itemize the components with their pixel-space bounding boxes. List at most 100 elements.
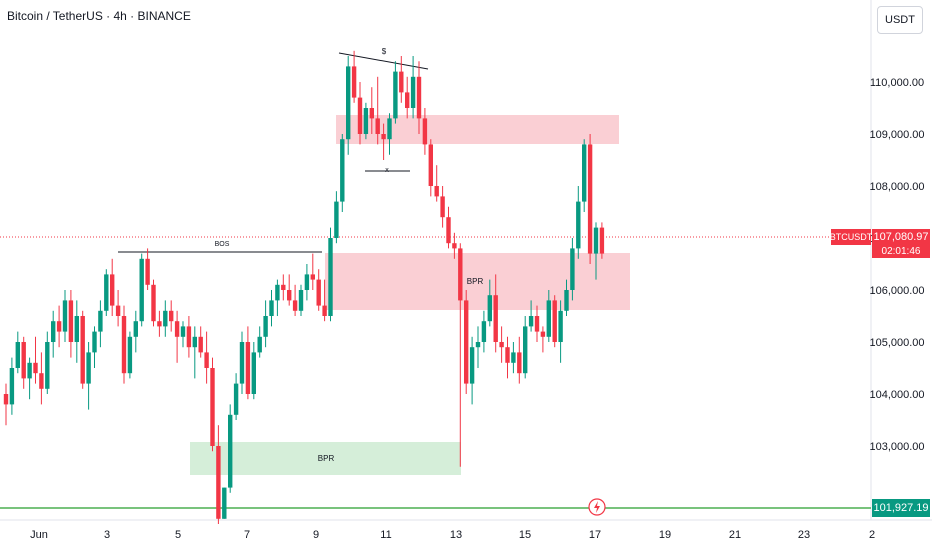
candle-body [68, 300, 74, 342]
candle-body [27, 362, 32, 379]
price-tick-label: 103,000.00 [869, 441, 924, 453]
candle-body [121, 316, 127, 374]
candle-body [346, 66, 351, 140]
time-tick-label: 11 [380, 529, 391, 541]
candle-body [517, 352, 522, 374]
candle-body [169, 310, 174, 322]
candle-body [440, 196, 445, 218]
candle-body [9, 368, 15, 405]
candle-body [558, 310, 563, 342]
candle-body [582, 144, 587, 202]
candle-body [523, 326, 528, 374]
candle-body [351, 66, 357, 98]
candle-body [564, 290, 569, 311]
chart-title: Bitcoin / TetherUS · 4h · BINANCE [7, 9, 191, 23]
time-tick-label: 3 [104, 529, 110, 541]
candle-body [115, 305, 121, 316]
candle-body [216, 446, 221, 519]
candle-body [328, 238, 333, 316]
time-tick-label: Jun [30, 529, 48, 541]
candle-body [245, 342, 251, 394]
candle-body [233, 383, 239, 415]
candle-body [340, 139, 345, 202]
time-axis: Jun 3 5 7 9 11 13 15 17 19 21 23 2 [30, 529, 875, 541]
symbol-tag: BTCUSDT [830, 229, 872, 245]
candle-body [3, 394, 9, 405]
candle-body [570, 248, 575, 290]
candle-body [228, 414, 233, 488]
candle-body [304, 274, 310, 290]
candle-body [287, 290, 292, 301]
candle-body [251, 352, 256, 394]
candle-body [416, 76, 422, 119]
candle-body [464, 300, 469, 384]
candle-body [62, 300, 68, 332]
candle-body [316, 279, 321, 306]
candle-body [493, 295, 498, 342]
candle-body [334, 201, 339, 238]
candle-body [127, 336, 133, 374]
candle-body [357, 97, 363, 134]
bos-label: BOS [215, 241, 230, 248]
candle-body [210, 368, 215, 446]
candle-body [446, 217, 451, 244]
candle-body [534, 316, 540, 332]
candle-body [576, 201, 581, 249]
liquidity-label: $ [382, 47, 387, 56]
candle-body [452, 243, 457, 249]
candle-body [110, 274, 115, 306]
candle-body [487, 295, 492, 322]
candle-body [204, 352, 209, 368]
candle-body [104, 274, 109, 311]
demand-zone [190, 442, 461, 475]
price-tick-label: 108,000.00 [869, 181, 924, 193]
candle-body [405, 92, 410, 108]
candle-body [481, 321, 487, 342]
currency-button[interactable]: USDT [877, 6, 923, 34]
candle-body [222, 487, 227, 519]
time-tick-label: 2 [869, 529, 875, 541]
candle-body [151, 284, 156, 322]
support-price-tag: 101,927.19 [872, 499, 930, 517]
supply-zone-lower [325, 253, 630, 310]
candle-body [540, 331, 546, 337]
bpr-label-lower: BPR [318, 454, 335, 463]
candle-body [39, 373, 44, 389]
candle-body [381, 134, 386, 140]
time-tick-label: 19 [659, 529, 671, 541]
candle-body [410, 76, 416, 108]
price-tick-label: 105,000.00 [869, 337, 924, 349]
x-label: x [385, 167, 389, 174]
candle-body [98, 310, 103, 332]
time-tick-label: 13 [450, 529, 462, 541]
candle-body [92, 331, 97, 353]
price-tick-label: 110,000.00 [870, 77, 924, 89]
candle-body [275, 284, 280, 301]
candle-body [239, 342, 245, 384]
candle-body [387, 118, 392, 140]
candle-body [163, 310, 168, 327]
candle-body [546, 300, 551, 337]
candle-body [257, 336, 262, 353]
time-tick-label: 7 [244, 529, 250, 541]
candle-body [139, 258, 144, 322]
time-tick-label: 21 [729, 529, 741, 541]
candle-body [51, 321, 56, 342]
candle-body [428, 144, 433, 186]
candle-body [393, 71, 398, 119]
candle-body [552, 300, 557, 342]
candle-body [86, 352, 91, 384]
price-tick-label: 106,000.00 [869, 285, 924, 297]
price-tick-label: 104,000.00 [869, 389, 924, 401]
candle-body [599, 227, 605, 254]
candle-body [375, 118, 380, 134]
candle-body [192, 336, 197, 348]
candle-body [292, 300, 298, 311]
candle-body [180, 326, 186, 337]
candle-body [587, 144, 593, 254]
last-price-tag: 107,080.97 [872, 229, 930, 244]
candle-body [469, 347, 475, 384]
candle-body [505, 347, 510, 363]
candle-body [281, 284, 286, 290]
